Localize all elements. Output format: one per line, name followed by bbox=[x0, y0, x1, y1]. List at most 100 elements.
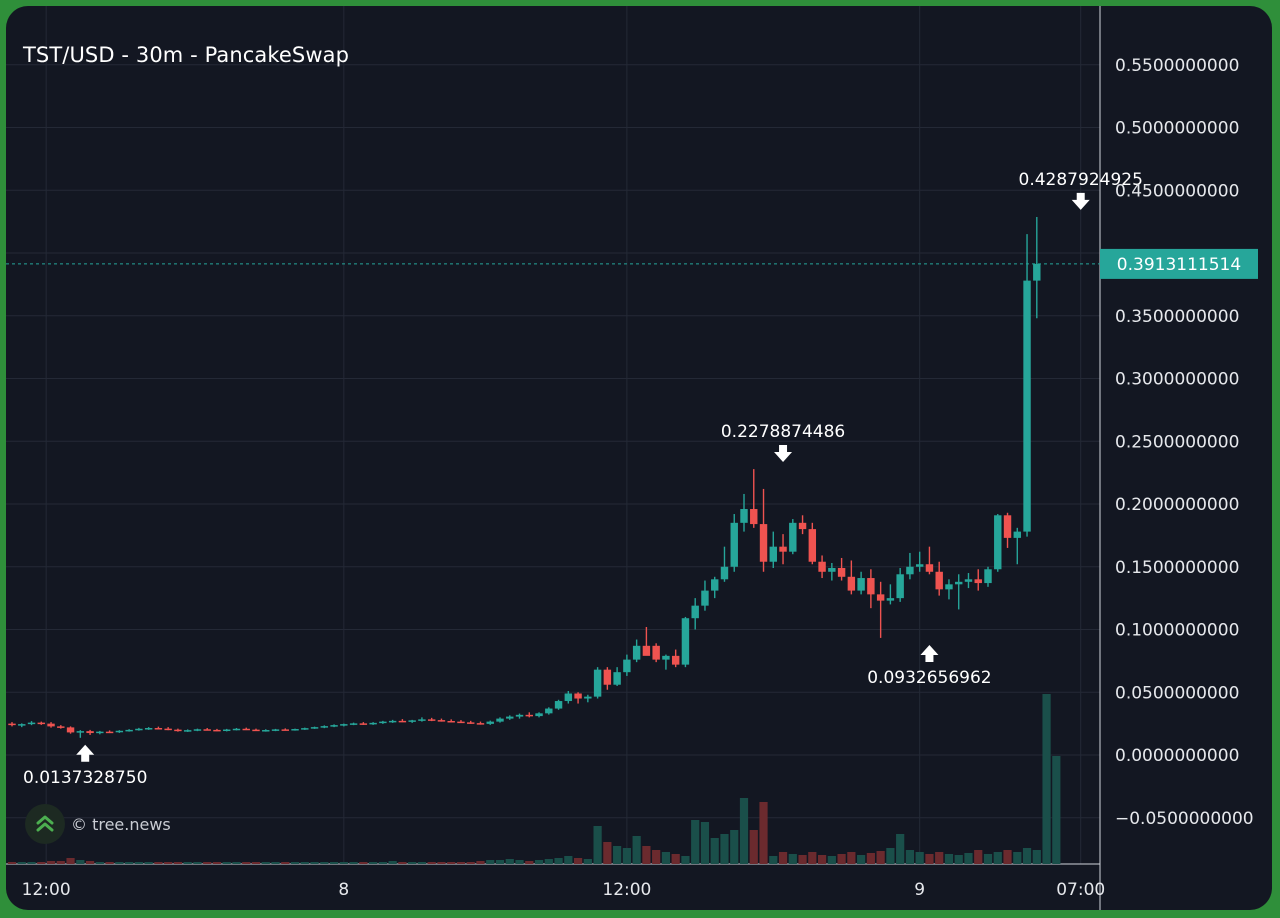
candle-body bbox=[105, 731, 114, 734]
candle-body bbox=[154, 728, 163, 730]
candle-body bbox=[818, 561, 826, 572]
candle-body bbox=[8, 723, 16, 726]
watermark-text: © tree.news bbox=[71, 814, 171, 834]
candle-body bbox=[398, 720, 407, 723]
price-tick-label: 0.3500000000 bbox=[1115, 307, 1239, 327]
candle-body bbox=[262, 730, 270, 732]
candle-body bbox=[1033, 263, 1041, 281]
candle-body bbox=[281, 729, 289, 731]
candle-body bbox=[310, 727, 319, 729]
volume-bar bbox=[554, 858, 563, 864]
candle-body bbox=[369, 722, 377, 725]
candle-body bbox=[574, 693, 582, 699]
volume-bar bbox=[76, 860, 85, 864]
volume-bar bbox=[310, 862, 319, 864]
candle-body bbox=[642, 645, 651, 656]
volume-bar bbox=[27, 862, 36, 864]
candle-body bbox=[828, 568, 836, 572]
volume-bar bbox=[1042, 694, 1051, 864]
price-axis[interactable]: 0.5500000000 0.5000000000 0.4500000000 0.35… bbox=[1115, 56, 1254, 829]
volume-bar bbox=[642, 846, 651, 864]
price-tick-label: 0.1000000000 bbox=[1115, 621, 1239, 641]
watermark: © tree.news bbox=[25, 804, 171, 844]
candle-body bbox=[37, 722, 45, 725]
candle-body bbox=[86, 731, 94, 734]
time-axis[interactable]: 12:00 8 12:00 9 07:00 bbox=[22, 880, 1106, 900]
annotation-label: 0.4287924925 bbox=[1019, 170, 1143, 190]
candle-body bbox=[623, 659, 631, 673]
volume-bar bbox=[583, 859, 592, 864]
candle-body bbox=[525, 714, 533, 717]
candle-body bbox=[984, 569, 992, 584]
volume-bar bbox=[495, 860, 505, 864]
candle-body bbox=[925, 564, 934, 572]
candle-body bbox=[349, 723, 358, 725]
time-tick-label: 07:00 bbox=[1056, 880, 1105, 900]
volume-bar bbox=[447, 862, 456, 864]
volume-bar bbox=[261, 862, 270, 864]
annotation-label: 0.2278874486 bbox=[721, 422, 845, 442]
volume-bar bbox=[154, 862, 163, 864]
annotation-label: 0.0137328750 bbox=[23, 768, 147, 788]
candle-body bbox=[603, 669, 612, 685]
volume-bar bbox=[408, 862, 417, 864]
volume-bars bbox=[7, 694, 1061, 864]
candle-body bbox=[545, 708, 553, 714]
down-arrow-icon bbox=[1071, 192, 1090, 210]
volume-bar bbox=[203, 862, 212, 864]
price-tick-label: 0.3000000000 bbox=[1115, 370, 1239, 390]
volume-bar bbox=[290, 862, 300, 864]
time-tick-label: 12:00 bbox=[602, 880, 651, 900]
price-chart[interactable]: 0.3913111514 0.4287924925 0.2278874486 0.0… bbox=[6, 6, 1272, 910]
candle-body bbox=[564, 693, 573, 702]
volume-bar bbox=[808, 852, 817, 864]
volume-bar bbox=[66, 858, 75, 864]
volume-bar bbox=[573, 858, 583, 864]
candle-body bbox=[906, 566, 914, 575]
volume-bar bbox=[320, 862, 329, 864]
volume-bar bbox=[281, 862, 290, 864]
candle-body bbox=[945, 584, 953, 590]
volume-bar bbox=[183, 862, 192, 864]
price-tick-label: 0.5000000000 bbox=[1115, 119, 1239, 139]
volume-bar bbox=[661, 852, 671, 864]
volume-bar bbox=[300, 862, 309, 864]
volume-bar bbox=[398, 862, 407, 864]
volume-bar bbox=[369, 862, 378, 864]
volume-bar bbox=[603, 842, 612, 864]
candle-body bbox=[964, 579, 973, 582]
candle-body bbox=[632, 645, 641, 660]
volume-bar bbox=[993, 852, 1002, 864]
volume-bar bbox=[95, 862, 104, 864]
volume-bar bbox=[778, 852, 788, 864]
candle-body bbox=[252, 729, 260, 732]
candle-body bbox=[96, 731, 104, 734]
candle-body bbox=[837, 568, 846, 577]
volume-bar bbox=[339, 862, 348, 864]
candle-body bbox=[974, 579, 982, 584]
volume-bar bbox=[427, 862, 436, 864]
down-arrow-icon bbox=[774, 445, 793, 463]
candle-body bbox=[740, 509, 748, 523]
time-tick-label: 12:00 bbox=[22, 880, 71, 900]
volume-bar bbox=[944, 854, 954, 864]
volume-bar bbox=[613, 846, 622, 864]
candle-body bbox=[652, 645, 660, 660]
time-tick-label: 9 bbox=[914, 880, 925, 900]
volume-bar bbox=[144, 862, 153, 864]
tree-news-logo-icon bbox=[25, 804, 65, 844]
volume-bar bbox=[173, 862, 183, 864]
candle-body bbox=[506, 716, 514, 719]
candle-body bbox=[57, 726, 65, 728]
volume-bar bbox=[935, 852, 944, 864]
candle-body bbox=[213, 729, 221, 732]
volume-bar bbox=[964, 853, 973, 864]
volume-bar bbox=[417, 862, 427, 864]
volume-bar bbox=[544, 859, 553, 864]
candle-body bbox=[418, 719, 426, 721]
candle-body bbox=[437, 720, 446, 722]
candle-body bbox=[18, 724, 26, 726]
candle-body bbox=[584, 696, 592, 699]
volume-bar bbox=[115, 862, 124, 864]
candle-body bbox=[408, 720, 416, 722]
